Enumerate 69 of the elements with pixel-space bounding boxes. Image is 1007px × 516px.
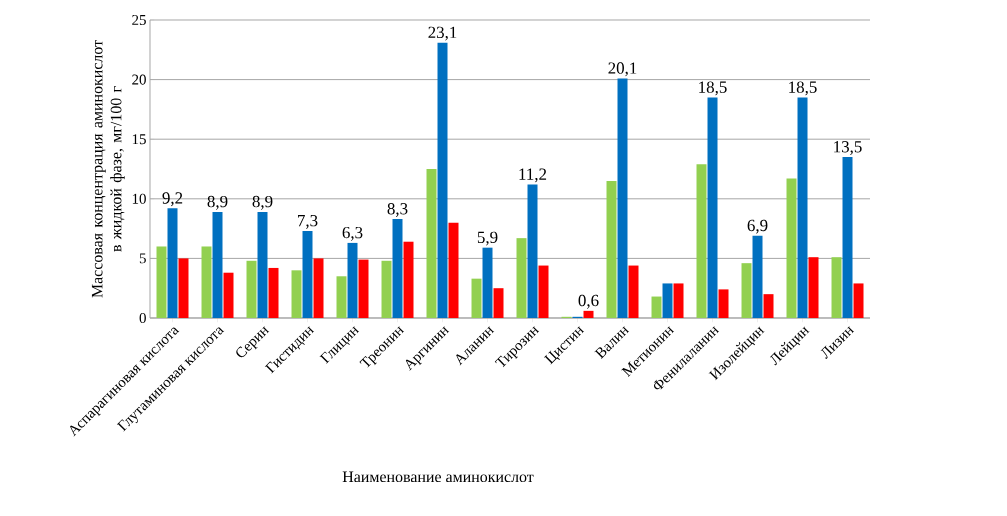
bar (268, 267, 279, 318)
data-label: 6,3 (342, 226, 363, 241)
bar (842, 157, 853, 318)
bar (718, 289, 729, 318)
bar (752, 235, 763, 318)
y-tick-label: 15 (132, 134, 146, 145)
bar (583, 310, 594, 318)
bar (212, 211, 223, 318)
bar (392, 219, 403, 318)
y-axis-title: Массовая концентрация аминокислот в жидкой фазе, мг/100 г (91, 40, 125, 298)
bar (538, 265, 549, 318)
bar (302, 230, 313, 318)
bar (358, 259, 369, 318)
data-label: 7,3 (298, 214, 318, 229)
bar (257, 211, 268, 318)
bar (707, 97, 718, 318)
bar (347, 242, 358, 318)
data-label: 23,1 (428, 26, 457, 41)
data-label: 11,2 (519, 168, 547, 183)
data-label: 5,9 (477, 231, 498, 246)
bar (651, 296, 662, 318)
y-tick-label: 5 (139, 253, 146, 264)
y-tick-label: 0 (139, 312, 146, 324)
bar (853, 283, 864, 318)
bar (336, 276, 347, 318)
bar (696, 164, 707, 318)
bar (156, 246, 167, 318)
bar (527, 184, 538, 318)
data-label: 8,9 (252, 195, 273, 210)
bar (482, 247, 493, 318)
data-label: 0,6 (578, 294, 599, 309)
y-tick-label: 20 (132, 74, 146, 85)
bar (291, 270, 302, 318)
bar (178, 258, 189, 318)
bar (493, 288, 504, 318)
data-label: 13,5 (834, 141, 862, 155)
bar (786, 178, 797, 318)
bar (617, 78, 628, 318)
bar (741, 263, 752, 318)
bar (471, 278, 482, 318)
y-tick-label: 10 (132, 193, 146, 204)
bar (797, 97, 808, 318)
bar (673, 283, 684, 318)
data-label: 18,5 (789, 81, 817, 96)
bar (448, 222, 459, 318)
bar (628, 265, 639, 318)
bar (426, 169, 437, 318)
data-label: 18,5 (699, 81, 727, 96)
bar (246, 260, 257, 318)
data-label: 6,9 (747, 219, 768, 234)
bar (167, 208, 178, 318)
data-label: 8,9 (207, 195, 228, 210)
y-tick-label: 25 (132, 14, 146, 26)
bar (403, 241, 414, 318)
bar (662, 283, 673, 318)
x-axis-title: Наименование аминокислот (342, 471, 534, 483)
bar (437, 42, 448, 318)
bar (201, 246, 212, 318)
bar (381, 260, 392, 318)
bar (313, 258, 324, 318)
data-label: 9,2 (162, 192, 183, 207)
data-label: 8,3 (387, 203, 408, 217)
bar (808, 257, 819, 318)
bar (606, 180, 617, 318)
bar (763, 294, 774, 318)
data-label: 20,1 (608, 62, 637, 77)
bar (831, 257, 842, 318)
bar (516, 238, 527, 318)
bar (223, 272, 234, 318)
